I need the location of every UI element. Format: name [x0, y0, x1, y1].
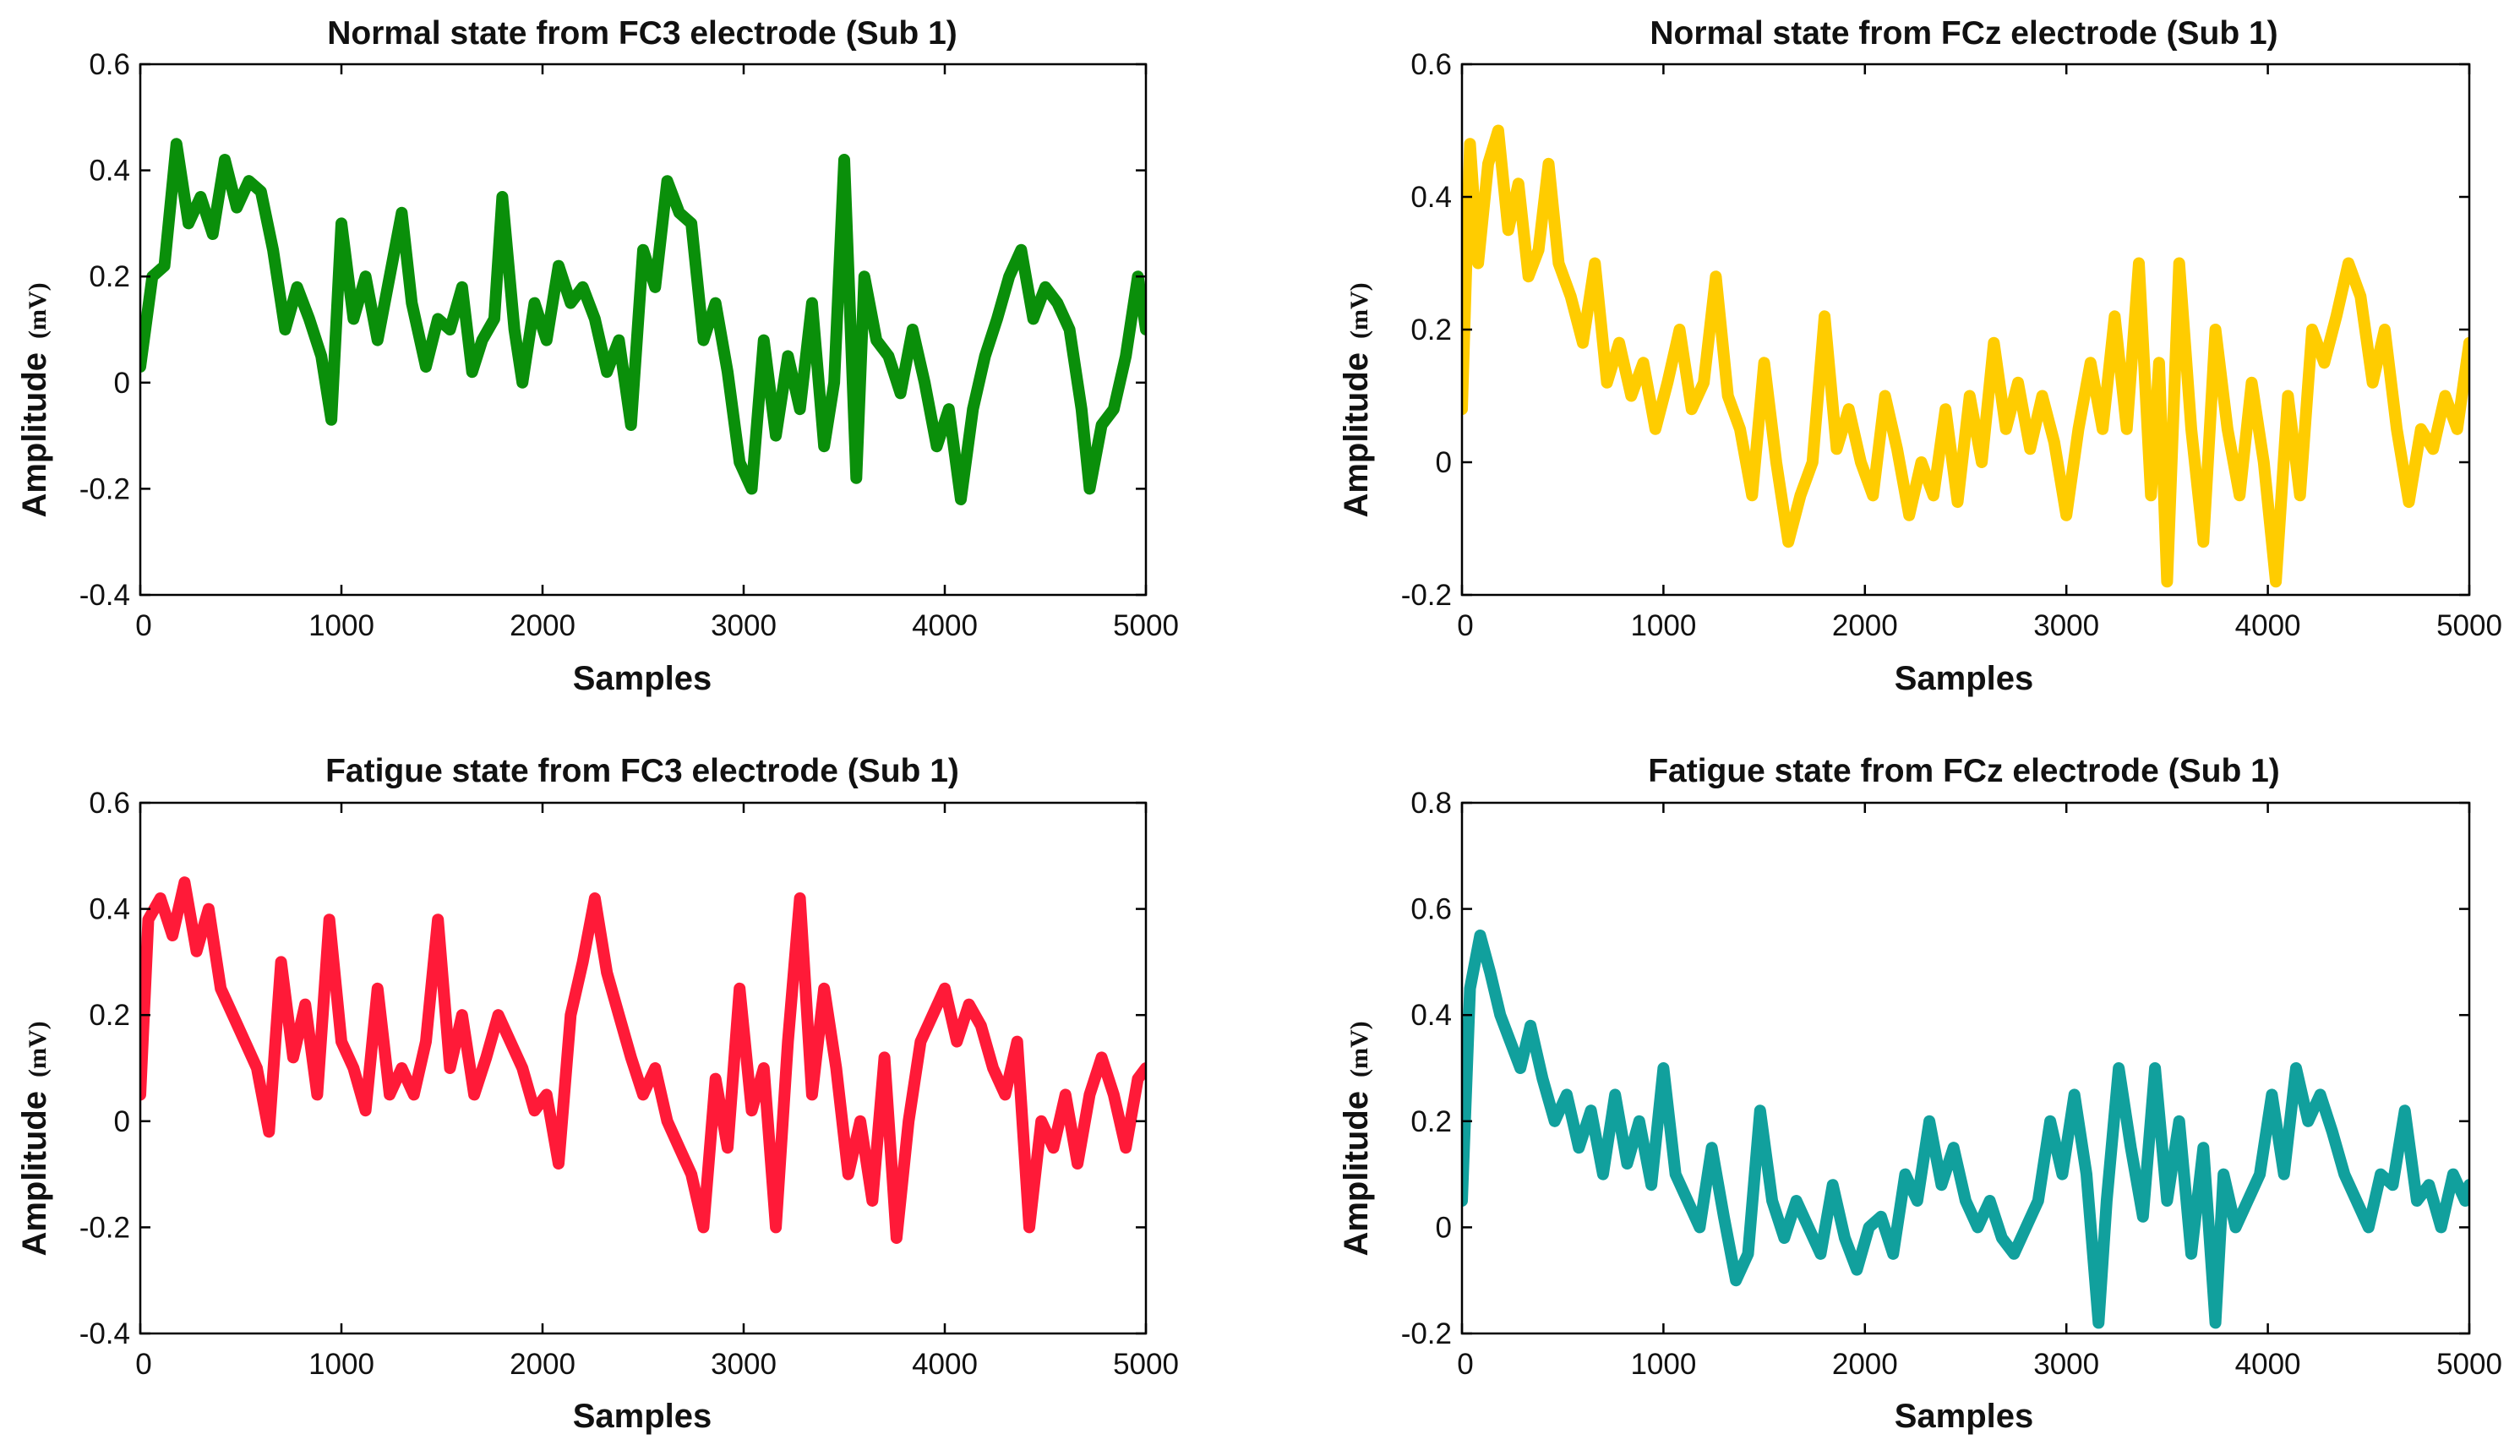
x-tick-label: 4000 — [912, 609, 978, 642]
x-tick-label: 0 — [135, 609, 151, 642]
chart-title: Fatigue state from FC3 electrode (Sub 1) — [325, 753, 959, 789]
chart-title: Fatigue state from FCz electrode (Sub 1) — [1648, 753, 2280, 789]
plot-area: 0 1000 2000 3000 4000 5000-0.200.20.40.6 — [1401, 48, 2502, 642]
y-tick-label: 0 — [114, 1105, 130, 1138]
y-tick-label: 0 — [1436, 446, 1452, 479]
y-tick-label: 0.2 — [89, 260, 130, 293]
y-tick-label: -0.2 — [1401, 1317, 1452, 1350]
x-tick-label: 3000 — [2033, 609, 2099, 642]
x-tick-label: 0 — [135, 1348, 151, 1381]
y-tick-label: 0.4 — [89, 155, 130, 188]
x-tick-label: 1000 — [308, 1348, 374, 1381]
panel-normal-fc3: Normal state from FC3 electrode (Sub 1) … — [16, 15, 1179, 697]
x-tick-label: 4000 — [2235, 609, 2301, 642]
y-axis-label: Amplitude — [1338, 1091, 1375, 1257]
x-tick-label: 0 — [1457, 609, 1473, 642]
y-axis-unit: (mV) — [24, 1021, 52, 1077]
y-tick-label: 0.2 — [1410, 1105, 1452, 1138]
axes-frame — [1460, 801, 2471, 1335]
x-tick-label: 5000 — [2436, 609, 2502, 642]
y-tick-label: -0.2 — [79, 472, 130, 505]
y-tick-label: 0.6 — [1410, 893, 1452, 926]
y-tick-label: 0.6 — [89, 787, 130, 820]
y-tick-label: 0.6 — [1410, 48, 1452, 81]
y-axis-label: Amplitude — [1338, 352, 1375, 518]
x-tick-label: 3000 — [711, 609, 777, 642]
plot-area: 0 1000 2000 3000 4000 5000-0.200.20.40.60.8 — [1401, 787, 2502, 1381]
y-tick-label: 0.4 — [1410, 999, 1452, 1032]
y-tick-label: -0.4 — [79, 1317, 130, 1350]
series-line-0 — [140, 876, 1146, 1244]
x-axis-label: Samples — [573, 660, 712, 697]
x-tick-label: 1000 — [1630, 609, 1696, 642]
x-tick-label: 2000 — [510, 609, 575, 642]
y-tick-label: -0.2 — [1401, 579, 1452, 612]
x-tick-label: 1000 — [1630, 1348, 1696, 1381]
x-tick-label: 3000 — [2033, 1348, 2099, 1381]
y-axis-label-group: Amplitude (mV) — [16, 282, 53, 517]
axes-frame — [139, 801, 1148, 1335]
series-line-0 — [140, 138, 1146, 505]
x-axis-label: Samples — [573, 1398, 712, 1435]
x-tick-label: 4000 — [912, 1348, 978, 1381]
series-line-0 — [1462, 124, 2469, 588]
y-axis-unit: (mV) — [24, 282, 52, 339]
chart-title: Normal state from FCz electrode (Sub 1) — [1650, 15, 2277, 52]
y-tick-label: -0.4 — [79, 579, 130, 612]
y-axis-label-group: Amplitude (mV) — [1338, 1021, 1375, 1256]
series-line-0 — [1462, 930, 2469, 1329]
y-axis-label: Amplitude — [16, 1091, 53, 1257]
axes-frame — [139, 63, 1148, 597]
y-tick-label: 0.2 — [89, 999, 130, 1032]
y-tick-label: 0.4 — [1410, 181, 1452, 214]
y-tick-label: 0.4 — [89, 893, 130, 926]
plot-area: 0 1000 2000 3000 4000 5000 -0.4 -0.2 0 0.2 0.4 0.6 — [79, 48, 1179, 642]
x-tick-label: 2000 — [1832, 609, 1898, 642]
y-axis-label: Amplitude — [16, 352, 53, 518]
x-tick-label: 5000 — [1113, 1348, 1179, 1381]
x-tick-label: 5000 — [1113, 609, 1179, 642]
y-tick-label: 0.8 — [1410, 787, 1452, 820]
x-tick-label: 5000 — [2436, 1348, 2502, 1381]
y-axis-label-group: Amplitude (mV) — [16, 1021, 53, 1256]
y-tick-label: 0.6 — [89, 48, 130, 81]
x-tick-label: 4000 — [2235, 1348, 2301, 1381]
x-tick-label: 1000 — [308, 609, 374, 642]
panel-fatigue-fcz: Fatigue state from FCz electrode (Sub 1)… — [1338, 753, 2502, 1435]
panel-fatigue-fc3: Fatigue state from FC3 electrode (Sub 1)… — [16, 753, 1179, 1435]
y-axis-unit: (mV) — [1345, 282, 1373, 339]
panel-normal-fcz: Normal state from FCz electrode (Sub 1) … — [1338, 15, 2502, 697]
x-tick-label: 2000 — [1832, 1348, 1898, 1381]
x-axis-label: Samples — [1895, 660, 2034, 697]
chart-title: Normal state from FC3 electrode (Sub 1) — [327, 15, 957, 52]
x-tick-label: 2000 — [510, 1348, 575, 1381]
x-tick-label: 0 — [1457, 1348, 1473, 1381]
y-axis-label-group: Amplitude (mV) — [1338, 282, 1375, 517]
y-tick-label: -0.2 — [79, 1211, 130, 1244]
y-tick-label: 0 — [114, 367, 130, 400]
y-tick-label: 0.2 — [1410, 314, 1452, 346]
y-tick-label: 0 — [1436, 1211, 1452, 1244]
y-axis-unit: (mV) — [1345, 1021, 1373, 1077]
x-axis-label: Samples — [1895, 1398, 2034, 1435]
x-tick-label: 3000 — [711, 1348, 777, 1381]
plot-area: 0 1000 2000 3000 4000 5000 -0.4 -0.2 0 0.2 0.4 0.6 — [79, 787, 1179, 1381]
